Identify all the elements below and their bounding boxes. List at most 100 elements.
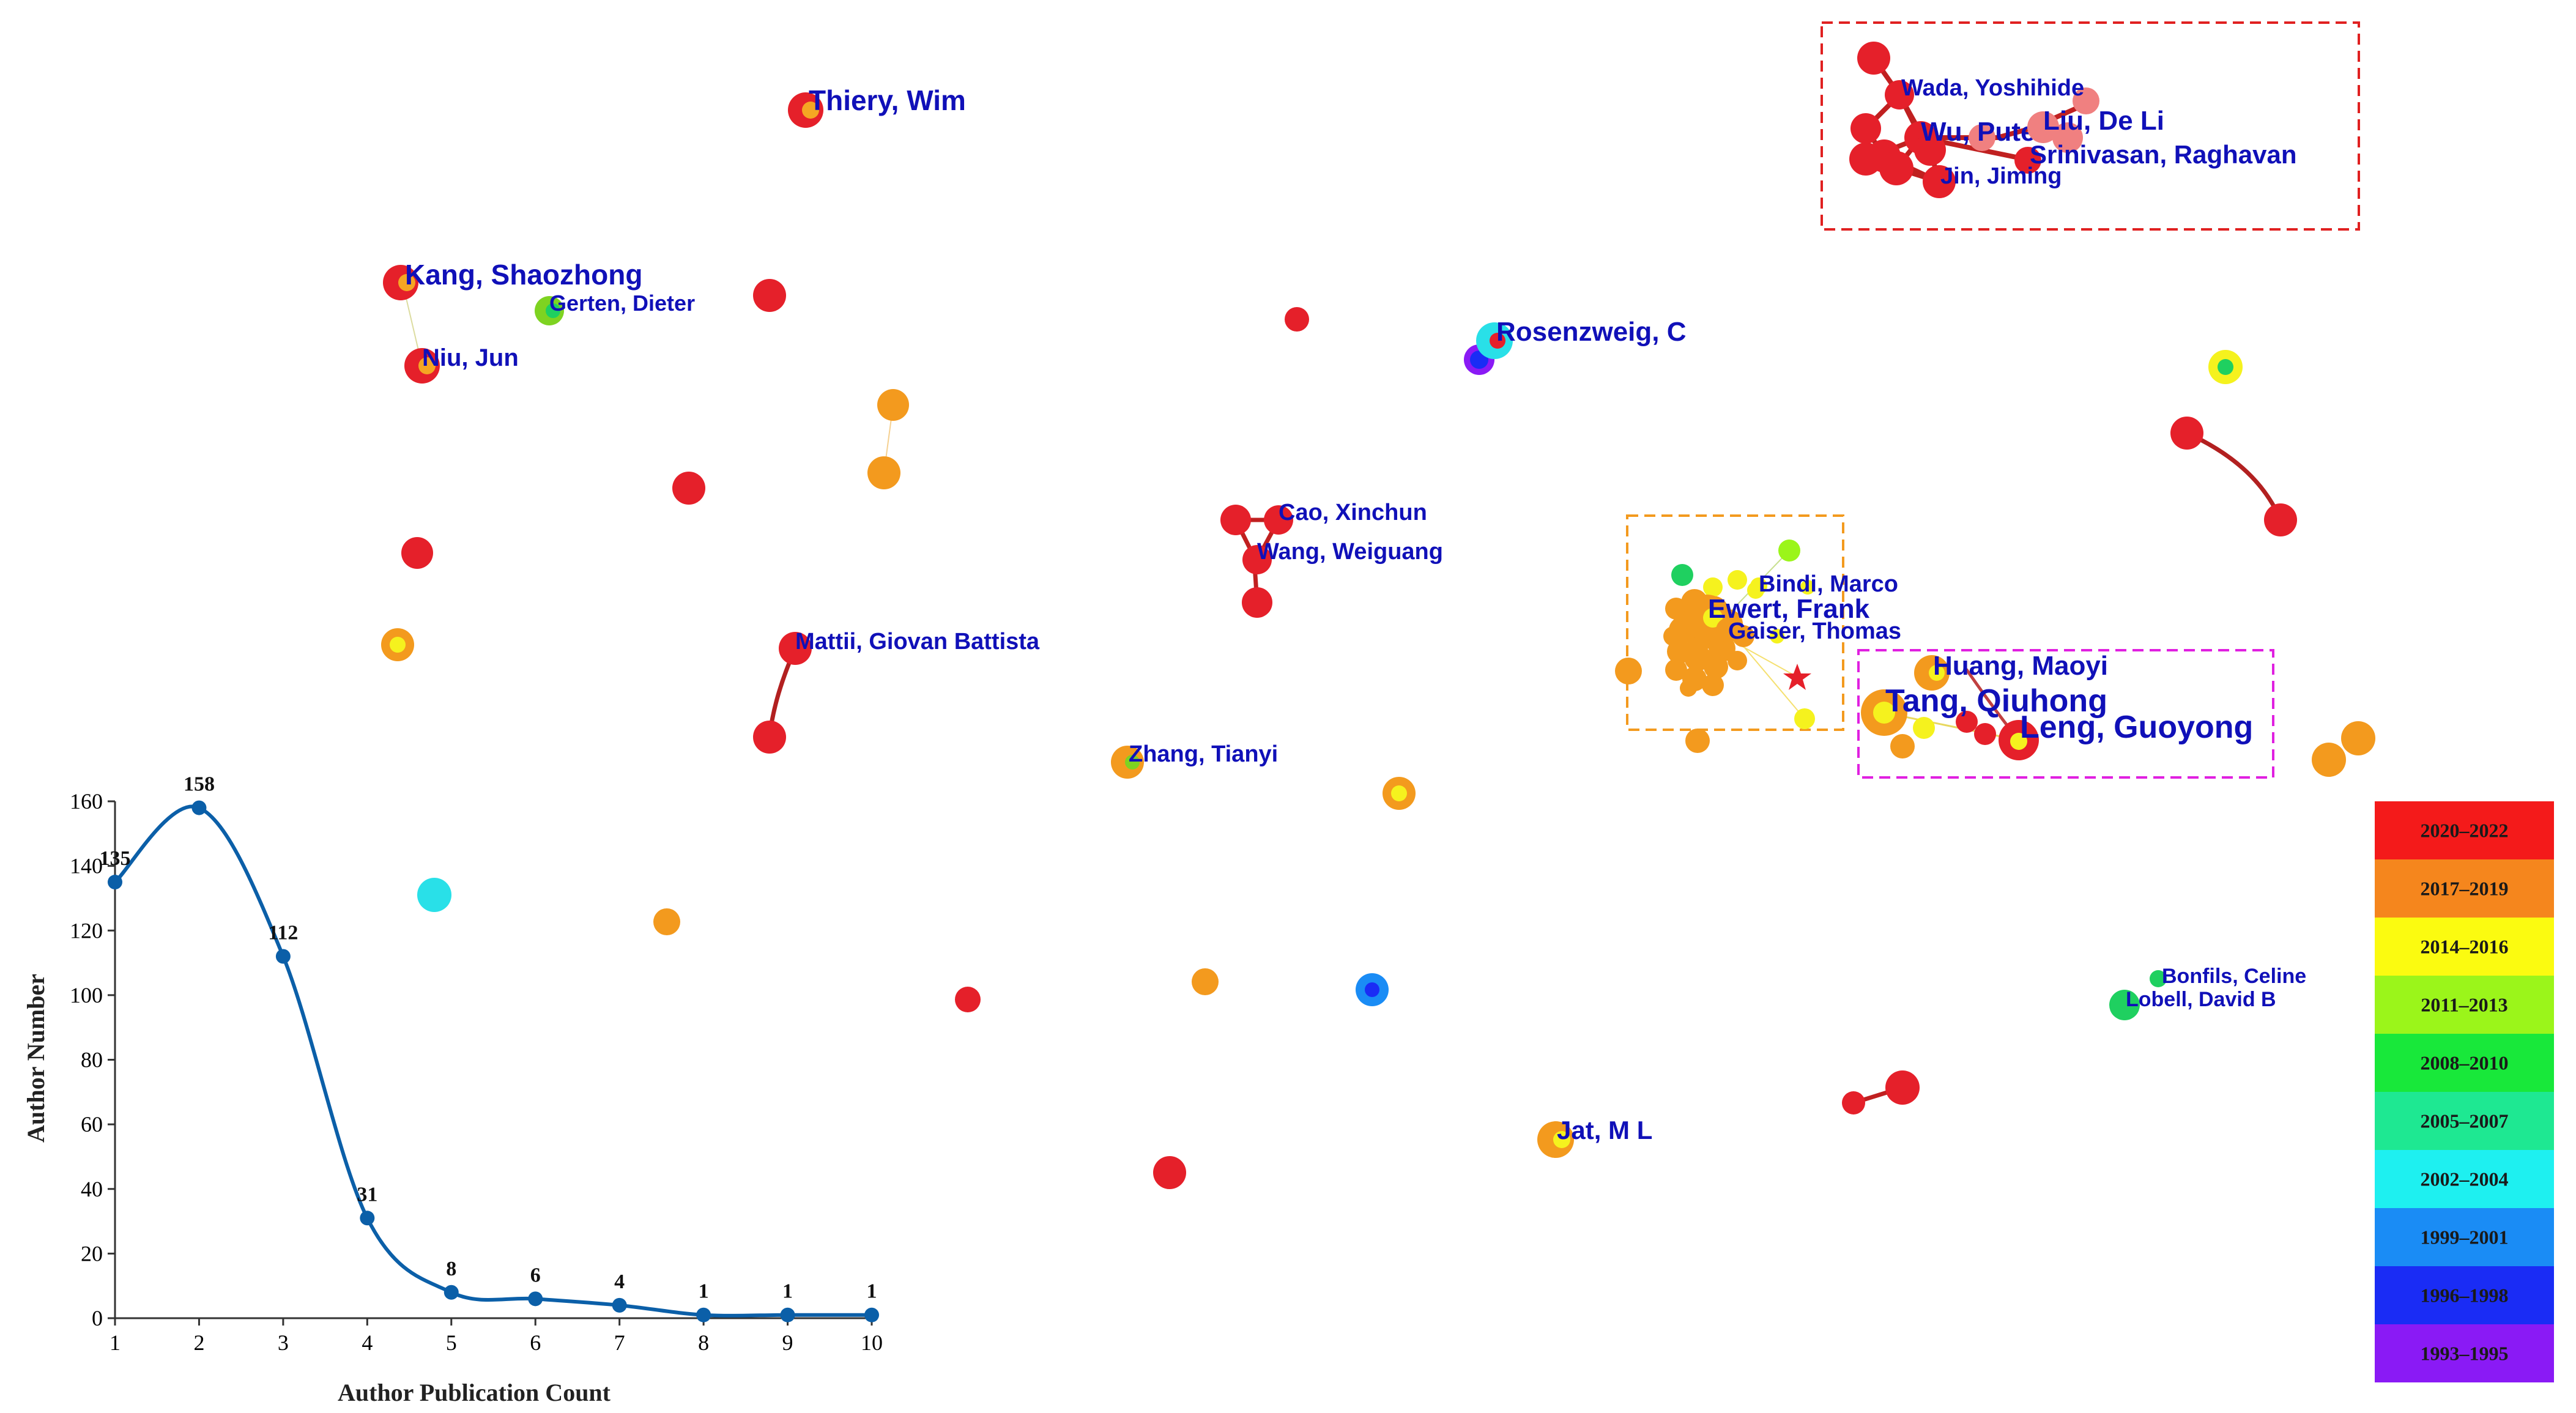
node xyxy=(1879,151,1913,185)
x-tick-label: 1 xyxy=(109,1330,121,1355)
node-bindi: Bindi, Marco xyxy=(1750,571,1898,597)
node xyxy=(672,472,705,505)
node xyxy=(753,721,786,754)
legend-label: 2011–2013 xyxy=(2421,994,2507,1016)
x-tick-label: 4 xyxy=(362,1330,373,1355)
node-tang: Tang, Qiuhong xyxy=(1861,683,2107,736)
node-gerten: Gerten, Dieter xyxy=(535,291,695,325)
legend-label: 1993–1995 xyxy=(2421,1343,2509,1365)
node-ewert: Ewert, Frank xyxy=(1683,594,1870,641)
node xyxy=(2341,721,2375,755)
y-tick-label: 120 xyxy=(70,918,103,943)
data-point xyxy=(191,800,207,815)
data-label: 1 xyxy=(699,1280,709,1303)
data-point xyxy=(275,949,291,964)
legend-swatch xyxy=(2375,801,2554,859)
legend-label: 1996–1998 xyxy=(2421,1285,2509,1307)
year-legend: 2020–2022 2017–2019 2014–2016 2011–2013 2008… xyxy=(2375,801,2554,1382)
y-tick-label: 140 xyxy=(70,854,103,878)
node-wang: Wang, Weiguang xyxy=(1242,539,1443,574)
node xyxy=(1885,1070,1920,1105)
node-rosenzweig: Rosenzweig, C xyxy=(1476,317,1687,359)
node xyxy=(2312,743,2346,777)
data-point xyxy=(108,875,122,890)
legend-swatch xyxy=(2375,1324,2554,1382)
node-label: Thiery, Wim xyxy=(809,84,966,116)
data-point xyxy=(780,1307,795,1322)
x-tick-label: 6 xyxy=(530,1330,541,1355)
data-label: 31 xyxy=(357,1183,377,1206)
data-label: 1 xyxy=(867,1280,877,1303)
legend-label: 1999–2001 xyxy=(2421,1226,2509,1248)
star-marker xyxy=(1783,664,1811,690)
node xyxy=(1285,307,1309,332)
node xyxy=(1242,587,1272,618)
node-label: Jin, Jiming xyxy=(1940,163,2062,189)
node-thiery: Thiery, Wim xyxy=(788,84,966,128)
node xyxy=(1857,42,1890,75)
x-tick-label: 2 xyxy=(193,1330,204,1355)
data-label: 4 xyxy=(614,1270,625,1293)
node xyxy=(1615,658,1642,684)
node xyxy=(1778,540,1800,562)
y-tick-label: 80 xyxy=(81,1048,103,1072)
node xyxy=(877,389,909,421)
y-tick-label: 160 xyxy=(70,789,103,814)
node-label: Kang, Shaozhong xyxy=(405,259,642,291)
node-jat: Jat, M L xyxy=(1537,1116,1652,1158)
node xyxy=(417,878,451,912)
data-label: 8 xyxy=(446,1258,456,1280)
node-label: Lobell, David B xyxy=(2126,988,2276,1011)
series-points xyxy=(108,800,879,1322)
node-cao: Cao, Xinchun xyxy=(1264,500,1427,535)
node-liu: Liu, De Li xyxy=(2027,106,2164,143)
data-point xyxy=(864,1307,879,1322)
node xyxy=(1391,785,1407,801)
legend-swatch xyxy=(2375,1034,2554,1092)
inset-line-chart: 0 20 40 60 80 100 120 140 160 1 2 3 4 5 6 7 8 9 10 135 158… xyxy=(22,773,883,1406)
data-label: 135 xyxy=(100,847,131,870)
node-label: Zhang, Tianyi xyxy=(1129,741,1278,767)
node xyxy=(2170,417,2203,450)
legend-label: 2014–2016 xyxy=(2421,936,2509,958)
data-point xyxy=(528,1291,543,1307)
cluster-box-magenta xyxy=(1857,649,2274,779)
legend-label: 2020–2022 xyxy=(2421,820,2509,842)
node xyxy=(1969,124,1995,151)
node-label: Gaiser, Thomas xyxy=(1728,618,1901,644)
legend-swatch xyxy=(2375,918,2554,976)
node-label: Liu, De Li xyxy=(2043,106,2164,136)
data-labels: 135 158 112 31 8 6 4 1 1 1 xyxy=(100,773,877,1303)
x-axis-title: Author Publication Count xyxy=(338,1379,611,1406)
legend-swatch xyxy=(2375,1266,2554,1324)
node xyxy=(1220,505,1251,535)
node xyxy=(1849,143,1882,176)
node xyxy=(401,537,433,569)
data-point xyxy=(696,1307,711,1322)
node-jin: Jin, Jiming xyxy=(1923,163,2062,198)
data-label: 112 xyxy=(268,922,298,944)
y-tick-label: 0 xyxy=(92,1306,103,1330)
link xyxy=(2184,431,2283,522)
node-label: Srinivasan, Raghavan xyxy=(2030,140,2297,169)
node-wu: Wu, Pute xyxy=(1914,117,2035,166)
node-label: Cao, Xinchun xyxy=(1279,500,1427,525)
node-label: Wada, Yoshihide xyxy=(1901,75,2084,101)
node xyxy=(1794,708,1815,729)
node xyxy=(1671,564,1693,586)
x-ticks: 1 2 3 4 5 6 7 8 9 10 xyxy=(109,1318,883,1355)
node xyxy=(1974,723,1996,745)
node-gaiser: Gaiser, Thomas xyxy=(1716,618,1901,644)
x-tick-label: 9 xyxy=(782,1330,793,1355)
node xyxy=(1850,113,1881,144)
legend-swatch xyxy=(2375,859,2554,918)
network-links xyxy=(402,56,2283,1105)
cluster-box-red xyxy=(1821,21,2360,231)
node xyxy=(1153,1156,1186,1189)
series-line xyxy=(113,804,872,1318)
legend-swatch xyxy=(2375,1208,2554,1266)
node xyxy=(1192,968,1219,995)
node-label: Niu, Jun xyxy=(422,344,519,371)
node-label: Huang, Maoyi xyxy=(1933,651,2108,681)
legend-label: 2017–2019 xyxy=(2421,878,2509,900)
